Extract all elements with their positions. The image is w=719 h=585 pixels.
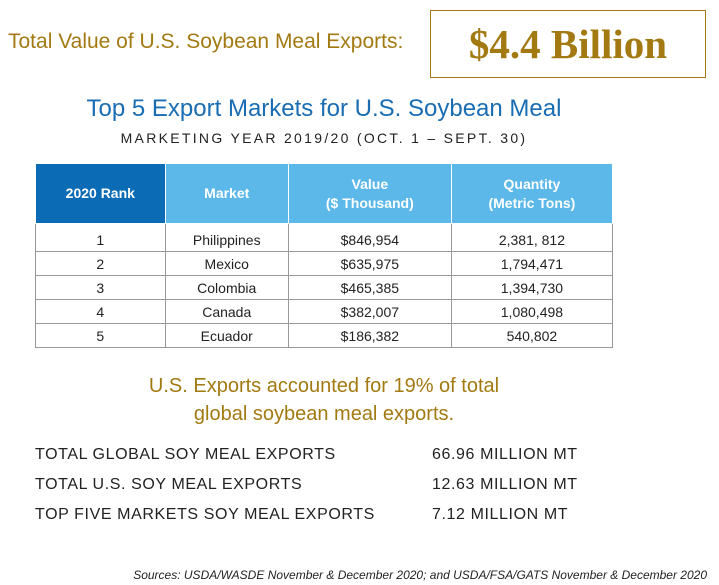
cell: Canada [164,299,289,324]
stat-label: TOP FIVE MARKETS SOY MEAL EXPORTS [35,506,375,523]
note-line: global soybean meal exports. [193,403,455,425]
table-row: 5 Ecuador $186,382 540,802 [35,323,614,348]
table-row: 3 Colombia $465,385 1,394,730 [35,275,614,300]
stat-value: 12.63 MILLION MT [432,476,578,493]
table-row: 4 Canada $382,007 1,080,498 [35,299,614,324]
cell: $846,954 [287,223,452,252]
cell: 1,794,471 [450,251,614,276]
note: U.S. Exports accounted for 19% of total g… [0,372,648,428]
cell: Ecuador [164,323,289,348]
cell: 540,802 [450,323,614,348]
column-header: Market [164,163,289,224]
cell: Mexico [164,251,289,276]
title: Top 5 Export Markets for U.S. Soybean Me… [86,95,562,122]
cell: 2,381, 812 [450,223,614,252]
column-header: 2020 Rank [35,163,166,224]
cell: $186,382 [287,323,452,348]
header-line: Value [351,175,389,192]
stat-label: TOTAL GLOBAL SOY MEAL EXPORTS [35,446,336,463]
table-row: 1 Philippines $846,954 2,381, 812 [35,223,614,252]
note-line: U.S. Exports accounted for 19% of total [148,375,500,397]
cell: 1 [35,223,166,252]
column-header: Quantity (Metric Tons) [450,163,614,224]
table: 2020 Rank Market Value ($ Thousand) Quantity… [35,163,614,348]
cell: 2 [35,251,166,276]
source: Sources: USDA/WASDE November & December … [133,568,707,582]
header-line: Quantity [503,175,561,192]
stat-label: TOTAL U.S. SOY MEAL EXPORTS [35,476,303,493]
cell: 1,394,730 [450,275,614,300]
header-label: Total Value of U.S. Soybean Meal Exports… [8,30,404,53]
header-line: Market [204,185,250,201]
cell: 1,080,498 [450,299,614,324]
cell: $635,975 [287,251,452,276]
column-header: Value ($ Thousand) [287,163,452,224]
header-line: ($ Thousand) [325,194,414,211]
stat-value: 7.12 MILLION MT [432,506,569,523]
cell: Colombia [164,275,289,300]
table-row: 2 Mexico $635,975 1,794,471 [35,251,614,276]
stat-value: 66.96 MILLION MT [432,446,578,463]
header-line: 2020 Rank [65,185,135,201]
cell: Philippines [164,223,289,252]
cell: $382,007 [287,299,452,324]
cell: $465,385 [287,275,452,300]
cell: 3 [35,275,166,300]
header-value: $4.4 Billion [430,10,706,78]
cell: 4 [35,299,166,324]
cell: 5 [35,323,166,348]
header-line: (Metric Tons) [488,194,576,211]
subtitle: MARKETING YEAR 2019/20 (OCT. 1 – SEPT. 3… [120,130,528,146]
